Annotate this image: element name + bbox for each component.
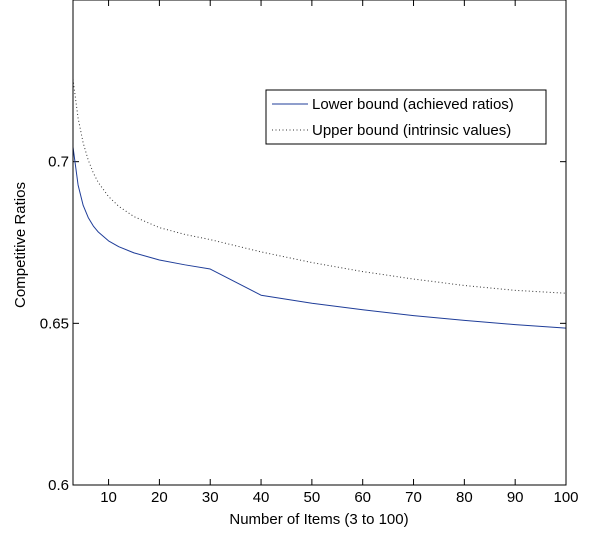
y-axis-title: Competitive Ratios xyxy=(12,182,29,308)
x-tick-label: 40 xyxy=(253,489,270,506)
plot-frame xyxy=(72,0,567,486)
x-tick-label: 80 xyxy=(456,489,473,506)
y-tick-label: 0.7 xyxy=(48,154,69,171)
legend-label-lower-bound: Lower bound (achieved ratios) xyxy=(312,96,514,113)
x-tick-label: 50 xyxy=(304,489,321,506)
legend-box xyxy=(265,89,547,145)
series-line-lower-bound xyxy=(72,147,567,329)
legend: Lower bound (achieved ratios) Upper boun… xyxy=(265,89,547,145)
x-tick-label: 70 xyxy=(405,489,422,506)
x-tick-label: 90 xyxy=(507,489,524,506)
y-tick-label: 0.6 xyxy=(48,477,69,494)
x-tick-label: 30 xyxy=(202,489,219,506)
x-axis-title: Number of Items (3 to 100) xyxy=(229,511,408,528)
legend-label-upper-bound: Upper bound (intrinsic values) xyxy=(312,122,511,139)
x-tick-label: 60 xyxy=(354,489,371,506)
x-tick-label: 20 xyxy=(151,489,168,506)
x-tick-label: 100 xyxy=(553,489,578,506)
x-tick-label: 10 xyxy=(100,489,117,506)
series-layer xyxy=(72,79,567,329)
y-tick-label: 0.65 xyxy=(40,315,69,332)
axis-ticks: 10 20 30 40 50 60 70 80 90 100 0.6 0.65 0.7 xyxy=(40,0,579,506)
